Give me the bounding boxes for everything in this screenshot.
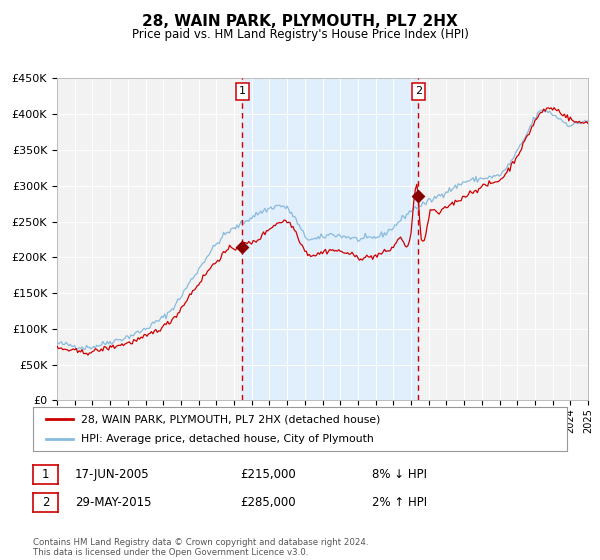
- Text: 28, WAIN PARK, PLYMOUTH, PL7 2HX (detached house): 28, WAIN PARK, PLYMOUTH, PL7 2HX (detach…: [81, 414, 380, 424]
- Text: Contains HM Land Registry data © Crown copyright and database right 2024.
This d: Contains HM Land Registry data © Crown c…: [33, 538, 368, 557]
- Point: [238, 242, 247, 251]
- Text: 2: 2: [42, 496, 49, 509]
- Text: Price paid vs. HM Land Registry's House Price Index (HPI): Price paid vs. HM Land Registry's House …: [131, 28, 469, 41]
- Text: 1: 1: [239, 86, 245, 96]
- Text: 2: 2: [415, 86, 422, 96]
- Text: £215,000: £215,000: [240, 468, 296, 482]
- Text: HPI: Average price, detached house, City of Plymouth: HPI: Average price, detached house, City…: [81, 433, 374, 444]
- Text: 8% ↓ HPI: 8% ↓ HPI: [372, 468, 427, 482]
- Text: 1: 1: [42, 468, 49, 482]
- Text: 2% ↑ HPI: 2% ↑ HPI: [372, 496, 427, 509]
- Text: 29-MAY-2015: 29-MAY-2015: [75, 496, 151, 509]
- Text: £285,000: £285,000: [240, 496, 296, 509]
- Text: 17-JUN-2005: 17-JUN-2005: [75, 468, 149, 482]
- Bar: [242, 78, 418, 400]
- Text: 28, WAIN PARK, PLYMOUTH, PL7 2HX: 28, WAIN PARK, PLYMOUTH, PL7 2HX: [142, 14, 458, 29]
- Point: [413, 192, 423, 201]
